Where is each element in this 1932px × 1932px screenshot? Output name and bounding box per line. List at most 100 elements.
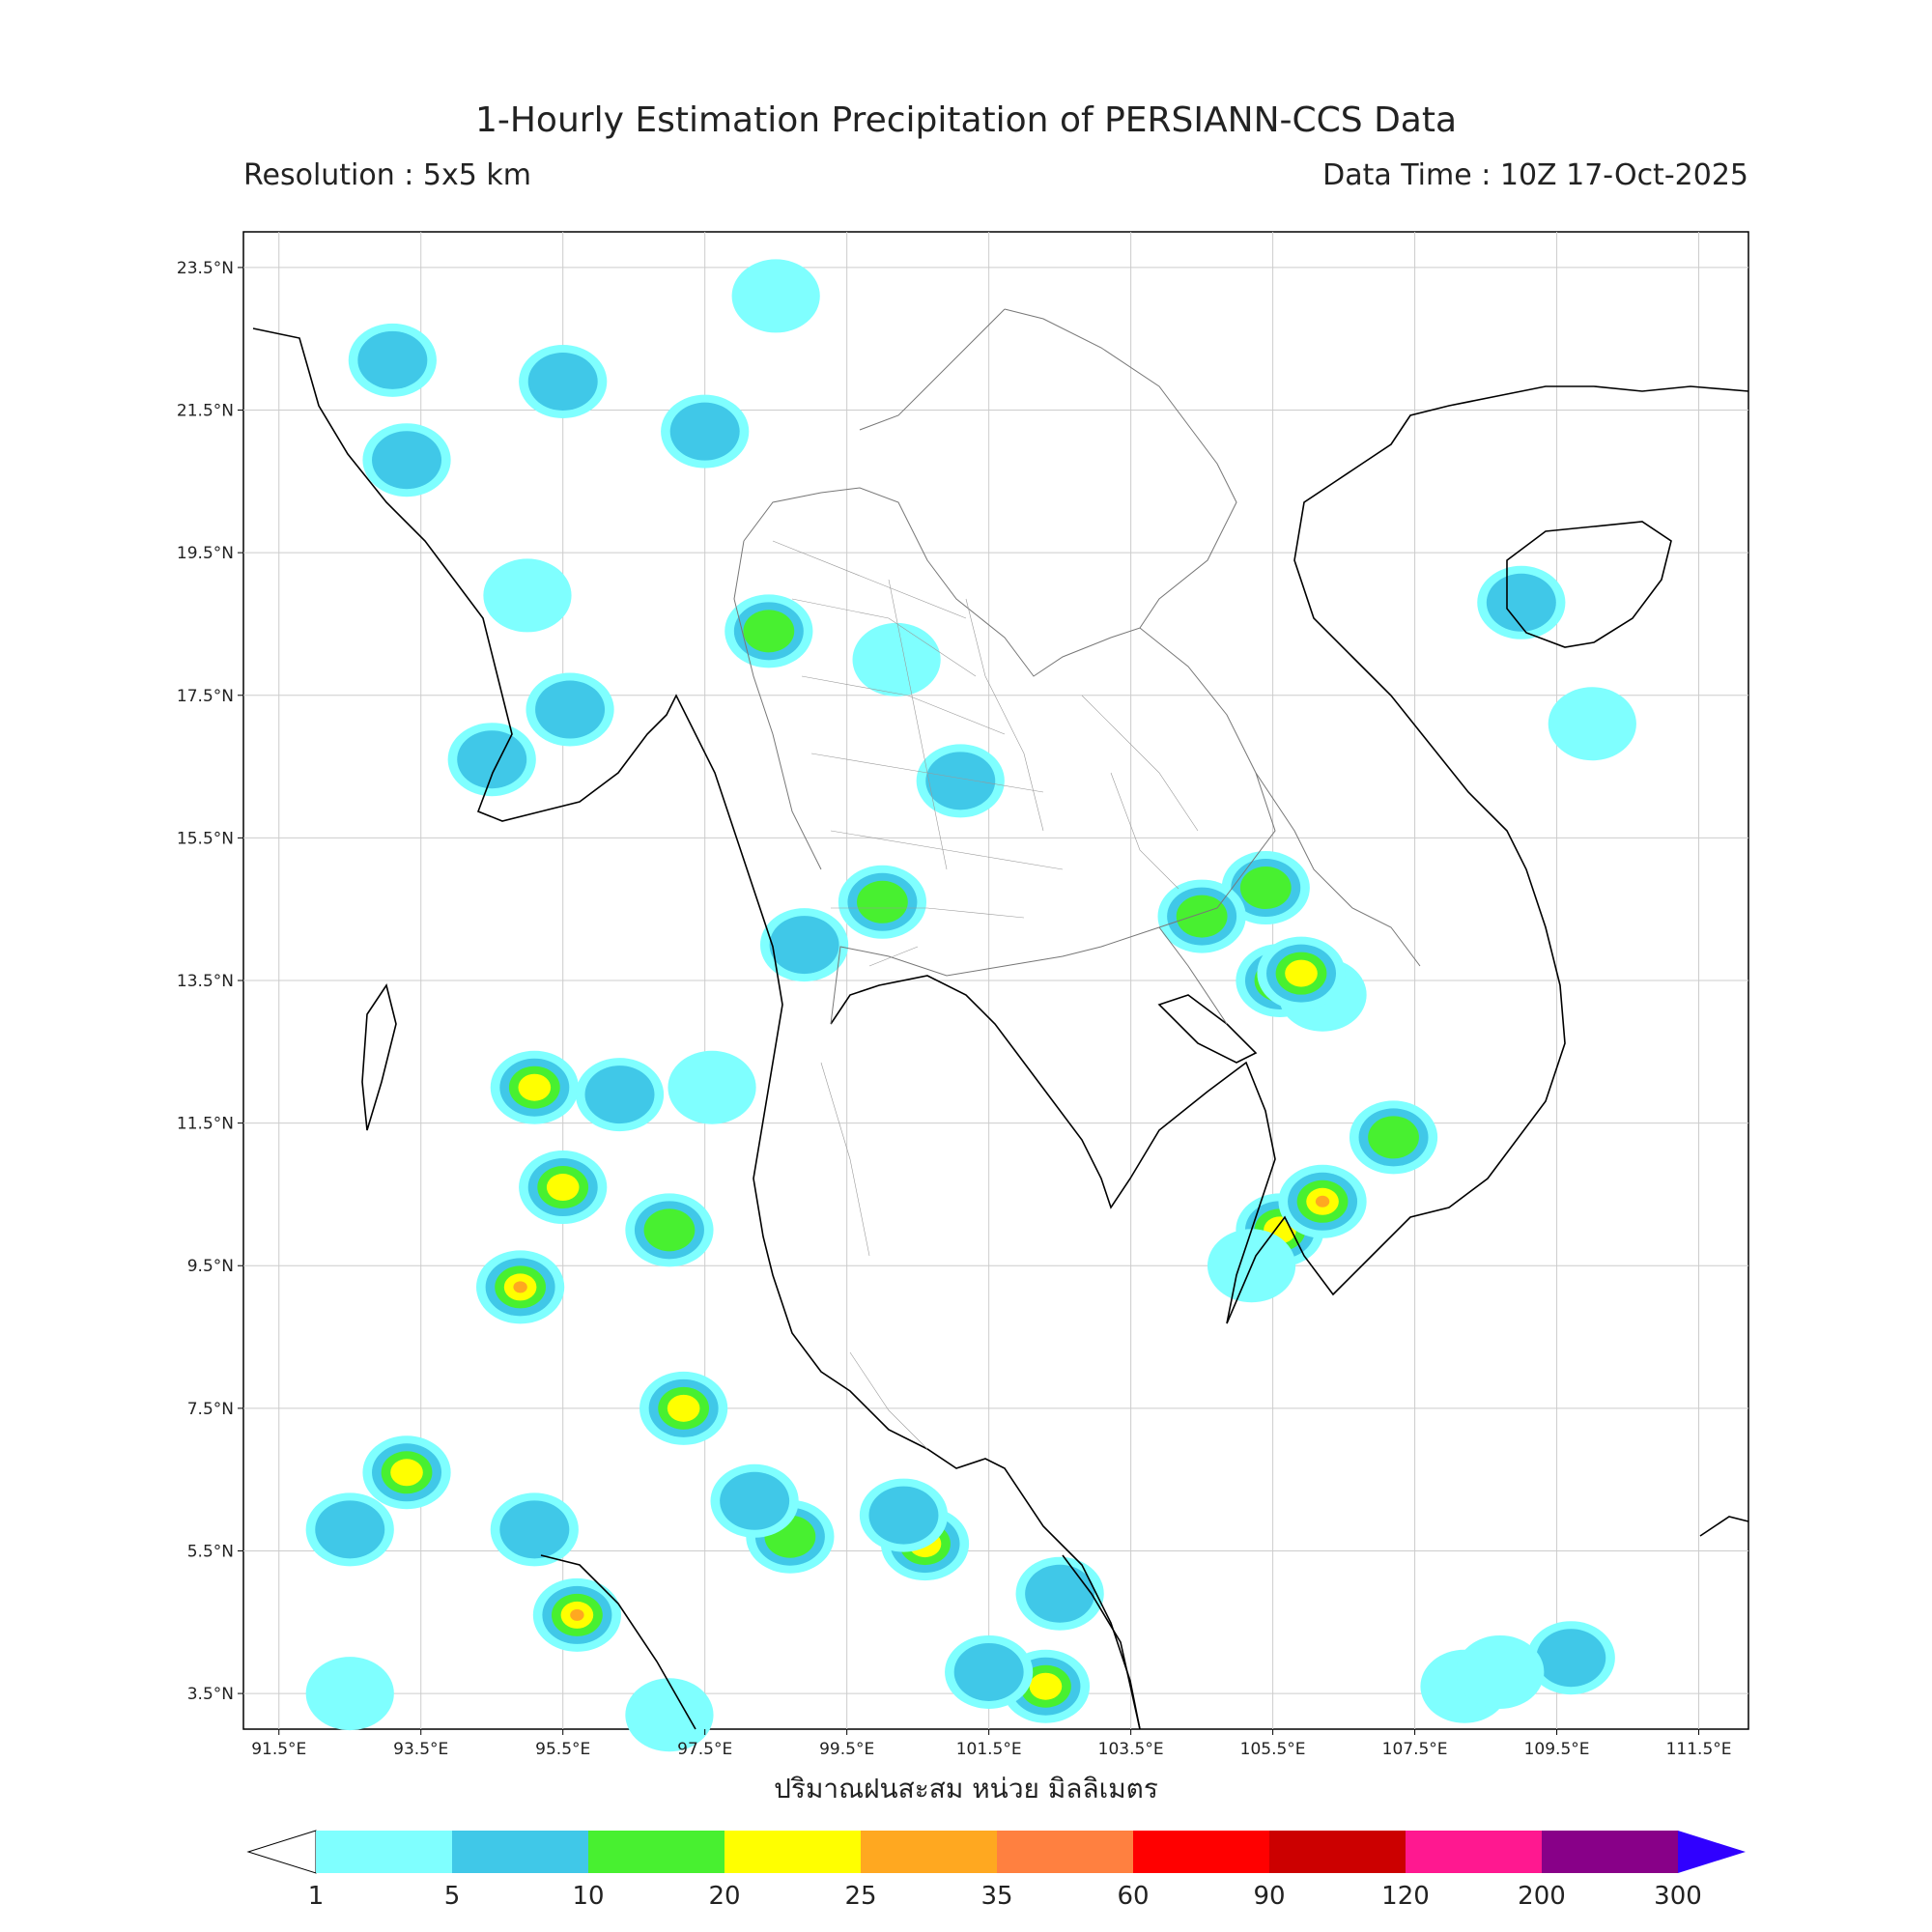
rain-cell [1278, 1164, 1367, 1238]
rain-intensity-ring [570, 1608, 584, 1621]
rain-intensity-ring [868, 1486, 939, 1545]
rain-cell [476, 1250, 565, 1324]
colorbar-tick-label: 90 [1253, 1882, 1285, 1911]
rain-intensity-ring [1029, 1672, 1063, 1700]
rain-cell [519, 1151, 608, 1225]
rain-intensity-ring [731, 259, 820, 333]
rain-cell [305, 1492, 394, 1567]
rain-cell [724, 594, 813, 668]
rain-cell [1157, 879, 1246, 953]
rain-cell [447, 723, 536, 797]
rain-intensity-ring [668, 1050, 756, 1124]
rain-cell [526, 672, 614, 747]
rain-intensity-ring [852, 622, 941, 696]
colorbar: 1 5 10 20 25 35 60 90 120 200 300 [246, 1830, 1746, 1911]
lon-tick-label: 93.5°E [393, 1740, 448, 1759]
rain-intensity-ring [1486, 573, 1556, 632]
rain-intensity-ring [584, 1065, 655, 1124]
lat-tick-label: 7.5°N [187, 1400, 234, 1419]
rain-intensity-ring [513, 1281, 527, 1293]
rain-intensity-ring [769, 916, 839, 975]
rain-intensity-ring [625, 1678, 714, 1752]
rain-cell [838, 865, 927, 939]
sumatra-coast [540, 1554, 696, 1730]
rain-intensity-ring [669, 402, 740, 461]
rain-intensity-ring [667, 1394, 700, 1422]
rain-intensity-ring [457, 730, 527, 789]
rain-cell [490, 1050, 579, 1124]
mainland-coast [252, 327, 1141, 1730]
country-borders [733, 308, 1421, 1025]
rain-cell [532, 1577, 622, 1652]
rain-cell [362, 1435, 451, 1510]
rain-intensity-ring [953, 1642, 1024, 1701]
lat-tick-label: 11.5°N [177, 1115, 234, 1134]
malay-east-coast [1062, 1554, 1141, 1730]
lon-tick-label: 103.5°E [1098, 1740, 1164, 1759]
rain-intensity-ring [743, 610, 795, 653]
rain-cell [1456, 1634, 1545, 1709]
rain-cell [945, 1634, 1034, 1709]
colorbar-tick-label: 25 [844, 1882, 876, 1911]
rain-intensity-ring [925, 752, 996, 810]
colorbar-tick-label: 1 [308, 1882, 325, 1911]
colorbar-under-arrow [246, 1830, 317, 1874]
rain-cells [305, 259, 1636, 1752]
rain-cell [305, 1657, 394, 1731]
rain-cell [575, 1058, 665, 1132]
borneo-coast [1699, 1516, 1749, 1537]
colorbar-segment [452, 1831, 588, 1873]
rain-intensity-ring [1456, 1634, 1545, 1709]
colorbar-tick-label: 10 [572, 1882, 604, 1911]
map-title: 1-Hourly Estimation Precipitation of PER… [474, 100, 1458, 140]
lat-tick-label: 17.5°N [177, 687, 234, 706]
rain-intensity-ring [720, 1471, 790, 1530]
andaman-islands [361, 983, 397, 1131]
coastlines [252, 327, 1749, 1730]
rain-cell [348, 323, 437, 397]
hainan-island [1506, 521, 1672, 648]
rain-cell [731, 259, 820, 333]
lat-tick-label: 19.5°N [177, 544, 234, 563]
gulf-of-thailand-coast [830, 385, 1749, 1324]
rain-cell [859, 1478, 949, 1552]
gridlines [243, 232, 1748, 1729]
lon-tick-label: 99.5°E [819, 1740, 874, 1759]
lon-tick-label: 91.5°E [251, 1740, 306, 1759]
lat-tick-label: 3.5°N [187, 1685, 234, 1704]
colorbar-segment [1269, 1831, 1406, 1873]
colorbar-segment [1542, 1831, 1678, 1873]
lat-tick-label: 9.5°N [187, 1257, 234, 1276]
rain-intensity-ring [1368, 1116, 1419, 1159]
rain-intensity-ring [1176, 895, 1228, 938]
rain-cell [759, 908, 849, 982]
lat-tick-label: 5.5°N [187, 1542, 234, 1561]
lat-tick-label: 15.5°N [177, 829, 234, 848]
province-borders [772, 540, 1199, 1450]
colorbar-tick-label: 5 [444, 1882, 461, 1911]
lat-tick-label: 13.5°N [177, 972, 234, 991]
rain-intensity-ring [1239, 867, 1292, 910]
lon-tick-label: 95.5°E [535, 1740, 590, 1759]
rain-intensity-ring [305, 1657, 394, 1731]
rain-intensity-ring [499, 1500, 570, 1559]
colorbar-segment [316, 1831, 452, 1873]
colorbar-segment [724, 1831, 861, 1873]
lat-tick-label: 21.5°N [177, 402, 234, 421]
colorbar-tick-label: 20 [708, 1882, 740, 1911]
rain-intensity-ring [1315, 1195, 1330, 1208]
colorbar-segment [997, 1831, 1133, 1873]
rain-intensity-ring [535, 680, 606, 739]
lon-tick-label: 107.5°E [1382, 1740, 1448, 1759]
rain-cell [1257, 936, 1346, 1010]
rain-cell [661, 394, 750, 469]
colorbar-tick-label: 120 [1381, 1882, 1430, 1911]
rain-intensity-ring [372, 431, 442, 490]
lat-tick-label: 23.5°N [177, 259, 234, 278]
rain-intensity-ring [315, 1500, 385, 1559]
rain-intensity-ring [546, 1174, 580, 1202]
colorbar-tick-label: 200 [1518, 1882, 1566, 1911]
lon-tick-label: 111.5°E [1666, 1740, 1732, 1759]
rain-cell [852, 622, 941, 696]
rain-cell [639, 1371, 728, 1445]
